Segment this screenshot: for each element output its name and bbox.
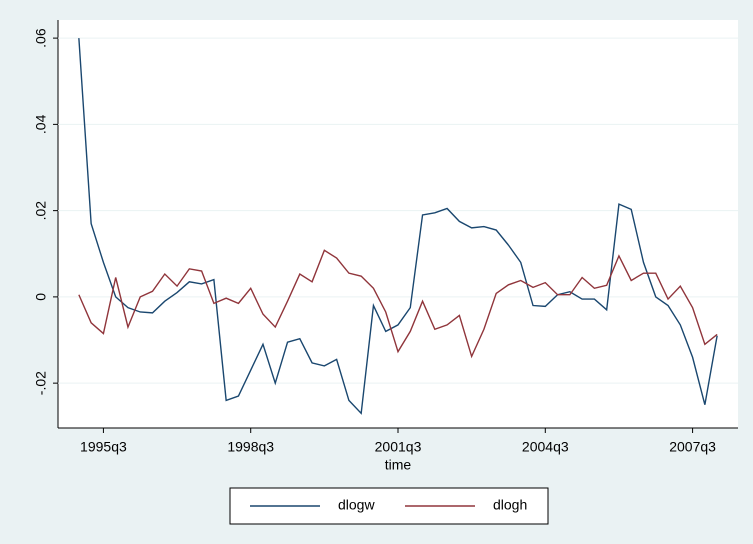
y-tick-label: .06 — [33, 28, 49, 48]
x-tick-label: 2004q3 — [522, 439, 569, 455]
legend-label: dlogh — [493, 497, 527, 513]
y-tick-label: 0 — [33, 293, 49, 301]
plot-area — [58, 20, 738, 428]
x-tick-label: 1998q3 — [227, 439, 274, 455]
y-tick-label: -.02 — [33, 371, 49, 395]
legend-label: dlogw — [338, 497, 375, 513]
series-line — [78, 249, 718, 359]
y-tick-label: .02 — [33, 201, 49, 221]
x-tick-label: 2007q3 — [669, 439, 716, 455]
x-tick-label: 2001q3 — [375, 439, 422, 455]
legend: dlogw dlogh — [229, 487, 549, 525]
x-tick-label: 1995q3 — [80, 439, 127, 455]
x-axis-title: time — [385, 457, 412, 473]
y-tick-label: .04 — [33, 114, 49, 134]
